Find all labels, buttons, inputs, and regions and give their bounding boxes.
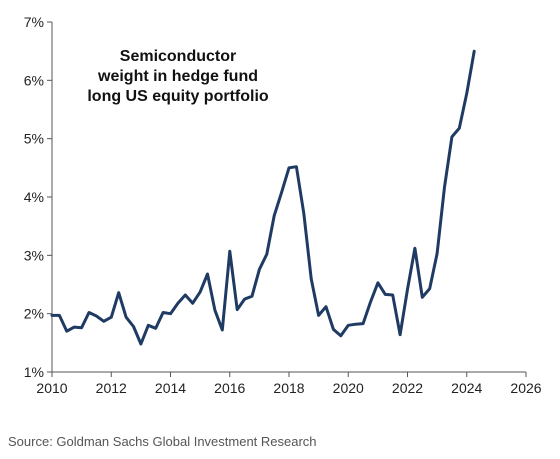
y-tick-label: 2% (24, 306, 44, 322)
x-tick-label: 2024 (451, 380, 482, 396)
chart-title-line-2: weight in hedge fund (97, 68, 258, 85)
x-tick-label: 2010 (36, 380, 67, 396)
x-tick-label: 2022 (392, 380, 423, 396)
y-tick-label: 7% (24, 14, 44, 30)
x-tick-label: 2012 (96, 380, 127, 396)
x-tick-label: 2018 (273, 380, 304, 396)
series-line (50, 49, 476, 346)
x-tick-label: 2026 (510, 380, 541, 396)
y-tick-label: 3% (24, 247, 44, 263)
series-layer (50, 49, 476, 346)
chart-title-line-3: long US equity portfolio (87, 88, 269, 105)
x-tick-label: 2016 (214, 380, 245, 396)
chart-title-line-1: Semiconductor (120, 48, 236, 65)
source-note: Source: Goldman Sachs Global Investment … (8, 434, 317, 449)
x-axis-ticks: 2010 2012 2014 2016 2018 2020 2022 2024 2026 (36, 372, 542, 396)
y-axis-ticks: 1% 2% 3% 4% 5% 6% 7% (24, 14, 52, 380)
y-tick-label: 1% (24, 364, 44, 380)
x-tick-label: 2020 (333, 380, 364, 396)
y-tick-label: 4% (24, 189, 44, 205)
x-tick-label: 2014 (155, 380, 186, 396)
chart-title: Semiconductor weight in hedge fund long … (87, 48, 269, 105)
y-tick-label: 6% (24, 72, 44, 88)
y-tick-label: 5% (24, 131, 44, 147)
